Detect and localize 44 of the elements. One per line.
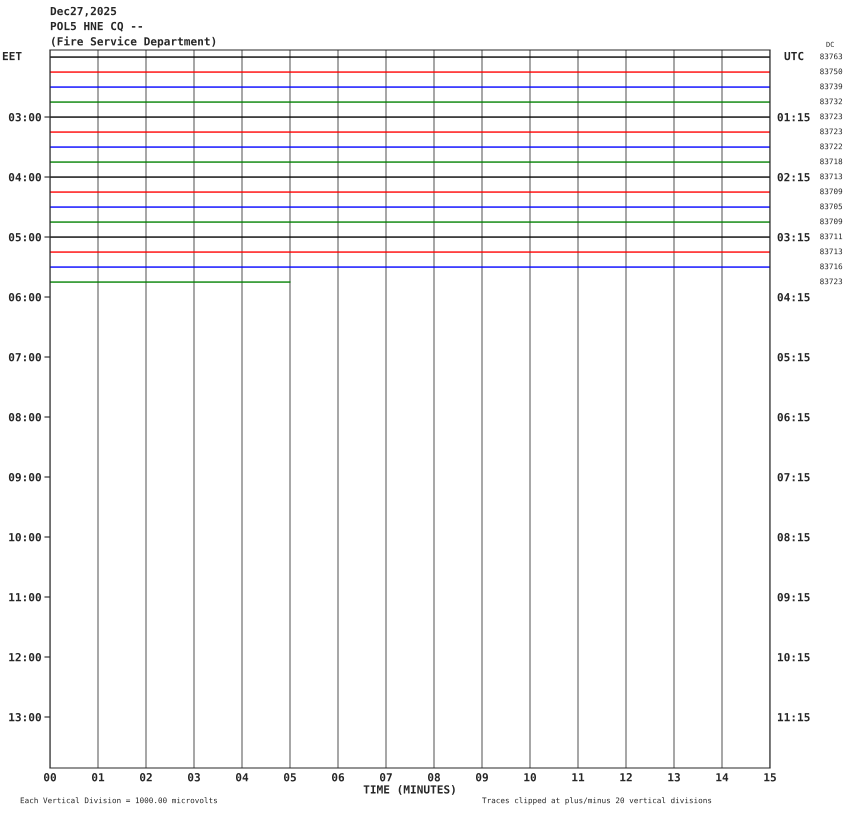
y2-tick-label: 03:15 [778, 232, 810, 242]
y2-tick-label: 11:15 [778, 713, 810, 722]
text: (Fire Service Department) [52, 36, 216, 48]
x-tick-label: 09 [476, 773, 488, 782]
y-tick-label: 09:00 [8, 472, 41, 482]
x-tick-label: 04 [236, 773, 248, 782]
x-tick-label: 08 [428, 773, 440, 782]
y-tick-label: 11:00 [9, 592, 41, 602]
y-tick-label: 08:00 [8, 412, 41, 422]
y-tick-label: 10:00 [9, 532, 41, 542]
y2-axis-title: UTC [784, 52, 804, 60]
chart-subtitle: POL5 HNE CQ -- [50, 22, 142, 32]
y2-tick-label: 04:15 [778, 292, 810, 302]
y2-tick-label: 06:15 [778, 412, 810, 422]
x-tick-label: 00 [44, 773, 56, 782]
y-axis-title: EET [2, 52, 22, 60]
x-tick-label: 10 [524, 773, 536, 782]
x-tick-label: 11 [572, 773, 584, 782]
y-tick-label: 13:00 [9, 712, 41, 722]
y2-tick-label: 02:15 [778, 172, 810, 182]
y2-tick-label: 01:15 [778, 112, 810, 122]
y-tick-label: 04:00 [8, 172, 41, 182]
y2-tick-label: 09:15 [778, 592, 810, 602]
x-tick-label: 01 [92, 773, 104, 782]
y2-tick-label: 08:15 [778, 532, 810, 542]
y-tick-label: 06:00 [8, 292, 41, 302]
x-tick-label: 15 [764, 773, 776, 782]
x-tick-label: 02 [140, 773, 152, 782]
y2-tick-label: 05:15 [778, 352, 810, 362]
y-tick-label: 05:00 [8, 232, 41, 242]
x-tick-label: 07 [380, 773, 392, 782]
x-tick-label: 03 [188, 773, 200, 782]
y-tick-label: 12:00 [9, 652, 41, 662]
y2-tick-label: 07:15 [778, 472, 810, 482]
x-tick-label: 12 [620, 773, 632, 782]
y-tick-label: 07:00 [8, 352, 41, 362]
chart-title: Dec27,2025 [50, 6, 116, 17]
x-axis-title: TIME (MINUTES) [364, 785, 455, 795]
y-tick-label: 03:00 [8, 112, 41, 122]
x-tick-label: 13 [668, 773, 680, 782]
x-tick-label: 06 [332, 773, 344, 782]
y2-tick-label: 10:15 [778, 652, 810, 662]
x-tick-label: 05 [284, 773, 296, 782]
x-tick-label: 14 [716, 773, 728, 782]
